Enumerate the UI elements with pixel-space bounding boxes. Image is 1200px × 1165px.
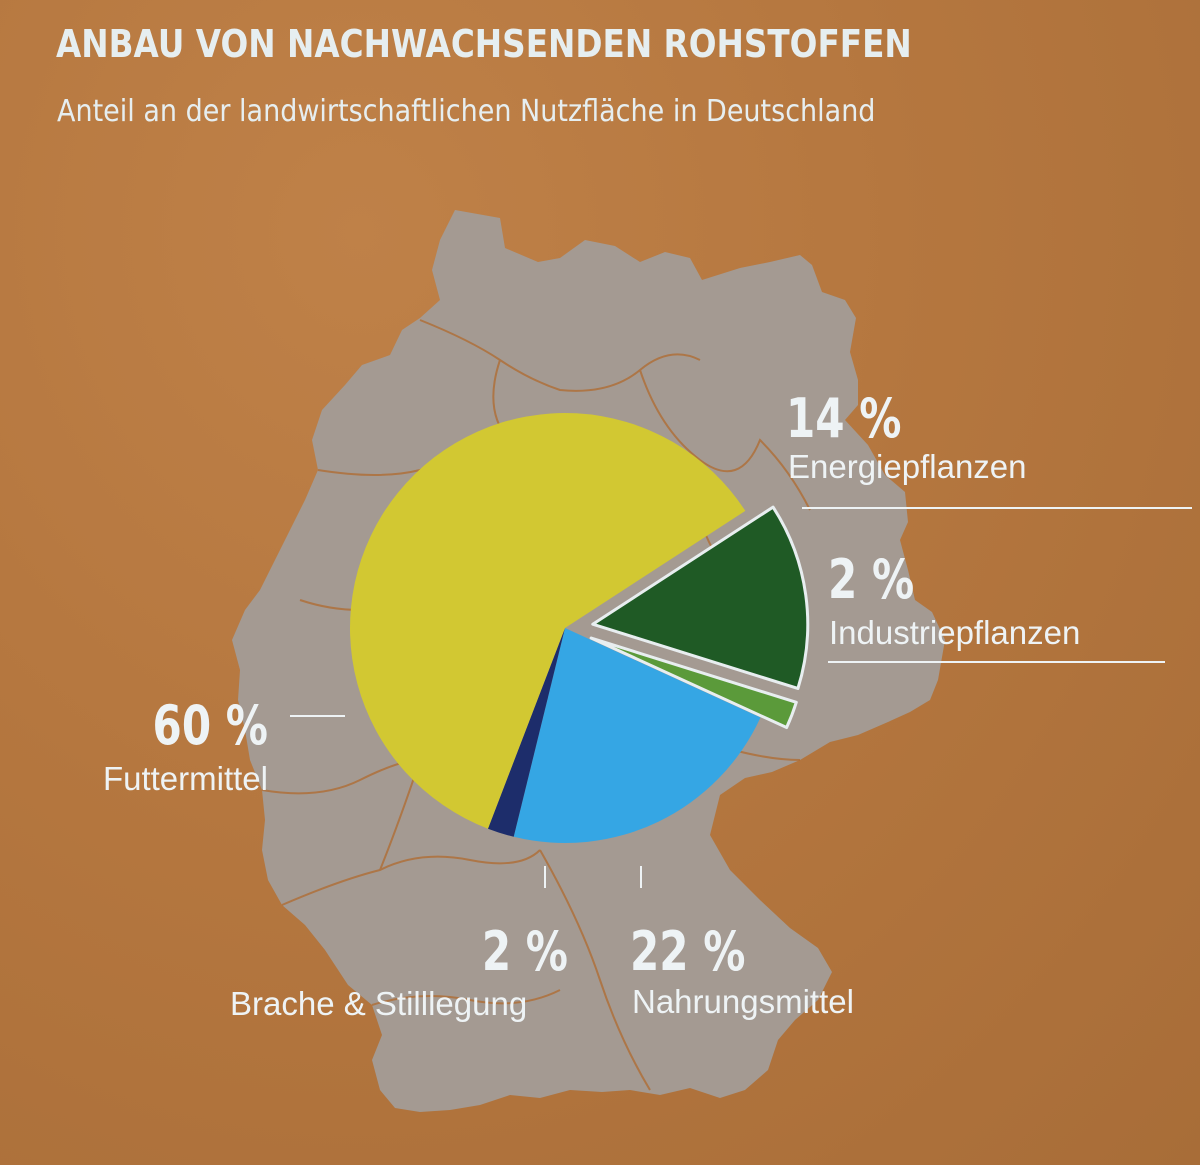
label-connectors [290, 507, 1192, 888]
pie-slice-energiepflanzen [591, 505, 810, 690]
label-pct-energiepflanzen: 14 % [786, 388, 901, 450]
pie-slice-nahrungsmittel [513, 628, 761, 843]
label-cat-futtermittel: Futtermittel [103, 760, 268, 797]
slice-labels: 14 % Energiepflanzen 2 % Industriepflanz… [103, 388, 1080, 1022]
chart-title: ANBAU VON NACHWACHSENDEN ROHSTOFFEN [56, 22, 912, 66]
label-pct-industriepflanzen: 2 % [828, 549, 914, 611]
label-pct-nahrungsmittel: 22 % [630, 921, 745, 983]
pie-slice-brache-stilllegung [487, 628, 565, 837]
label-cat-nahrungsmittel: Nahrungsmittel [632, 983, 854, 1020]
label-pct-brache: 2 % [482, 921, 568, 983]
pie-slice-industriepflanzen [589, 636, 798, 730]
pie-slices [349, 412, 810, 843]
label-cat-energiepflanzen: Energiepflanzen [788, 448, 1027, 485]
label-cat-brache: Brache & Stilllegung [230, 985, 527, 1022]
label-cat-industriepflanzen: Industriepflanzen [829, 614, 1080, 651]
pie-slice-futtermittel [349, 412, 746, 829]
label-pct-futtermittel: 60 % [153, 695, 268, 757]
chart-subtitle: Anteil an der landwirtschaftlichen Nutzf… [57, 94, 876, 129]
